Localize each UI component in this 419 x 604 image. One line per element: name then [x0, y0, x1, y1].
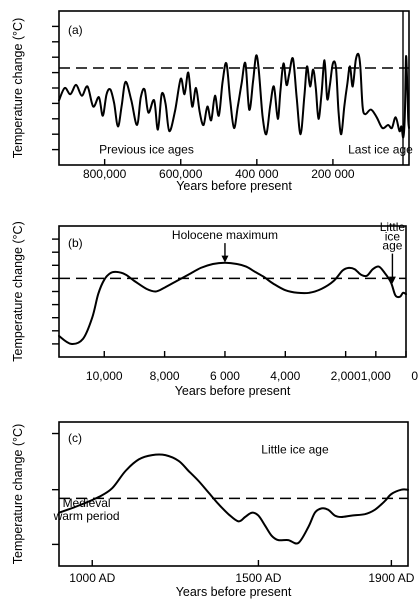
x-axis-title: Years before present	[175, 384, 291, 398]
y-axis-title: Temperature change (°C)	[11, 18, 25, 158]
x-tick-label: 800,000	[83, 167, 127, 181]
temperature-series-line	[58, 261, 407, 345]
panel-label: (c)	[68, 431, 82, 445]
temperature-series-line	[58, 453, 409, 545]
temperature-series-line	[58, 52, 410, 139]
annotation-text: ice	[385, 229, 401, 243]
annotation-text: warm period	[53, 509, 120, 523]
annotation-text: Little	[380, 220, 406, 234]
x-axis-title: Years before present	[176, 585, 292, 599]
x-tick-label: 400 000	[235, 167, 279, 181]
panel-b: 10,000 8,000 6 000 4,000 2,000 1,000 0 Holocene…	[11, 220, 418, 398]
panel-label: (b)	[68, 236, 83, 250]
x-tick-label: 10,000	[86, 369, 123, 383]
x-tick-label: 8,000	[150, 369, 180, 383]
annotation-arrowhead	[221, 255, 229, 263]
x-tick-label: 2,000	[331, 369, 361, 383]
annotation-text: Previous ice ages	[99, 142, 194, 156]
x-tick-label: 0	[411, 369, 418, 383]
annotation-text: Medieval	[63, 496, 111, 510]
panel-a: 800,000 600,000 400 000 200 000 Previous ice…	[11, 10, 413, 193]
x-tick-label: 200 000	[311, 167, 355, 181]
x-tick-label: 1,000	[361, 369, 391, 383]
plot-frame	[58, 225, 407, 358]
annotation-text: Little ice age	[261, 443, 329, 457]
panel-label: (a)	[68, 23, 83, 37]
x-tick-label: 600,000	[159, 167, 203, 181]
annotation-arrowhead	[388, 276, 396, 284]
x-axis-title: Years before present	[176, 179, 292, 193]
x-tick-label: 1000 AD	[69, 571, 115, 585]
annotation-text: Last ice age	[348, 142, 413, 156]
x-tick-label: 4,000	[270, 369, 300, 383]
y-axis-title: Temperature change (°C)	[11, 424, 25, 564]
plot-frame	[58, 421, 409, 567]
annotation-text: age	[382, 239, 402, 253]
x-tick-label: 6 000	[210, 369, 240, 383]
x-tick-label: 1900 AD	[368, 571, 414, 585]
x-tick-label: 1500 AD	[235, 571, 281, 585]
panel-c: 1000 AD 1500 AD 1900 AD Little ice age Medie…	[11, 421, 415, 599]
y-axis-title: Temperature change (°C)	[11, 221, 25, 361]
annotation-text: Holocene maximum	[172, 228, 278, 242]
